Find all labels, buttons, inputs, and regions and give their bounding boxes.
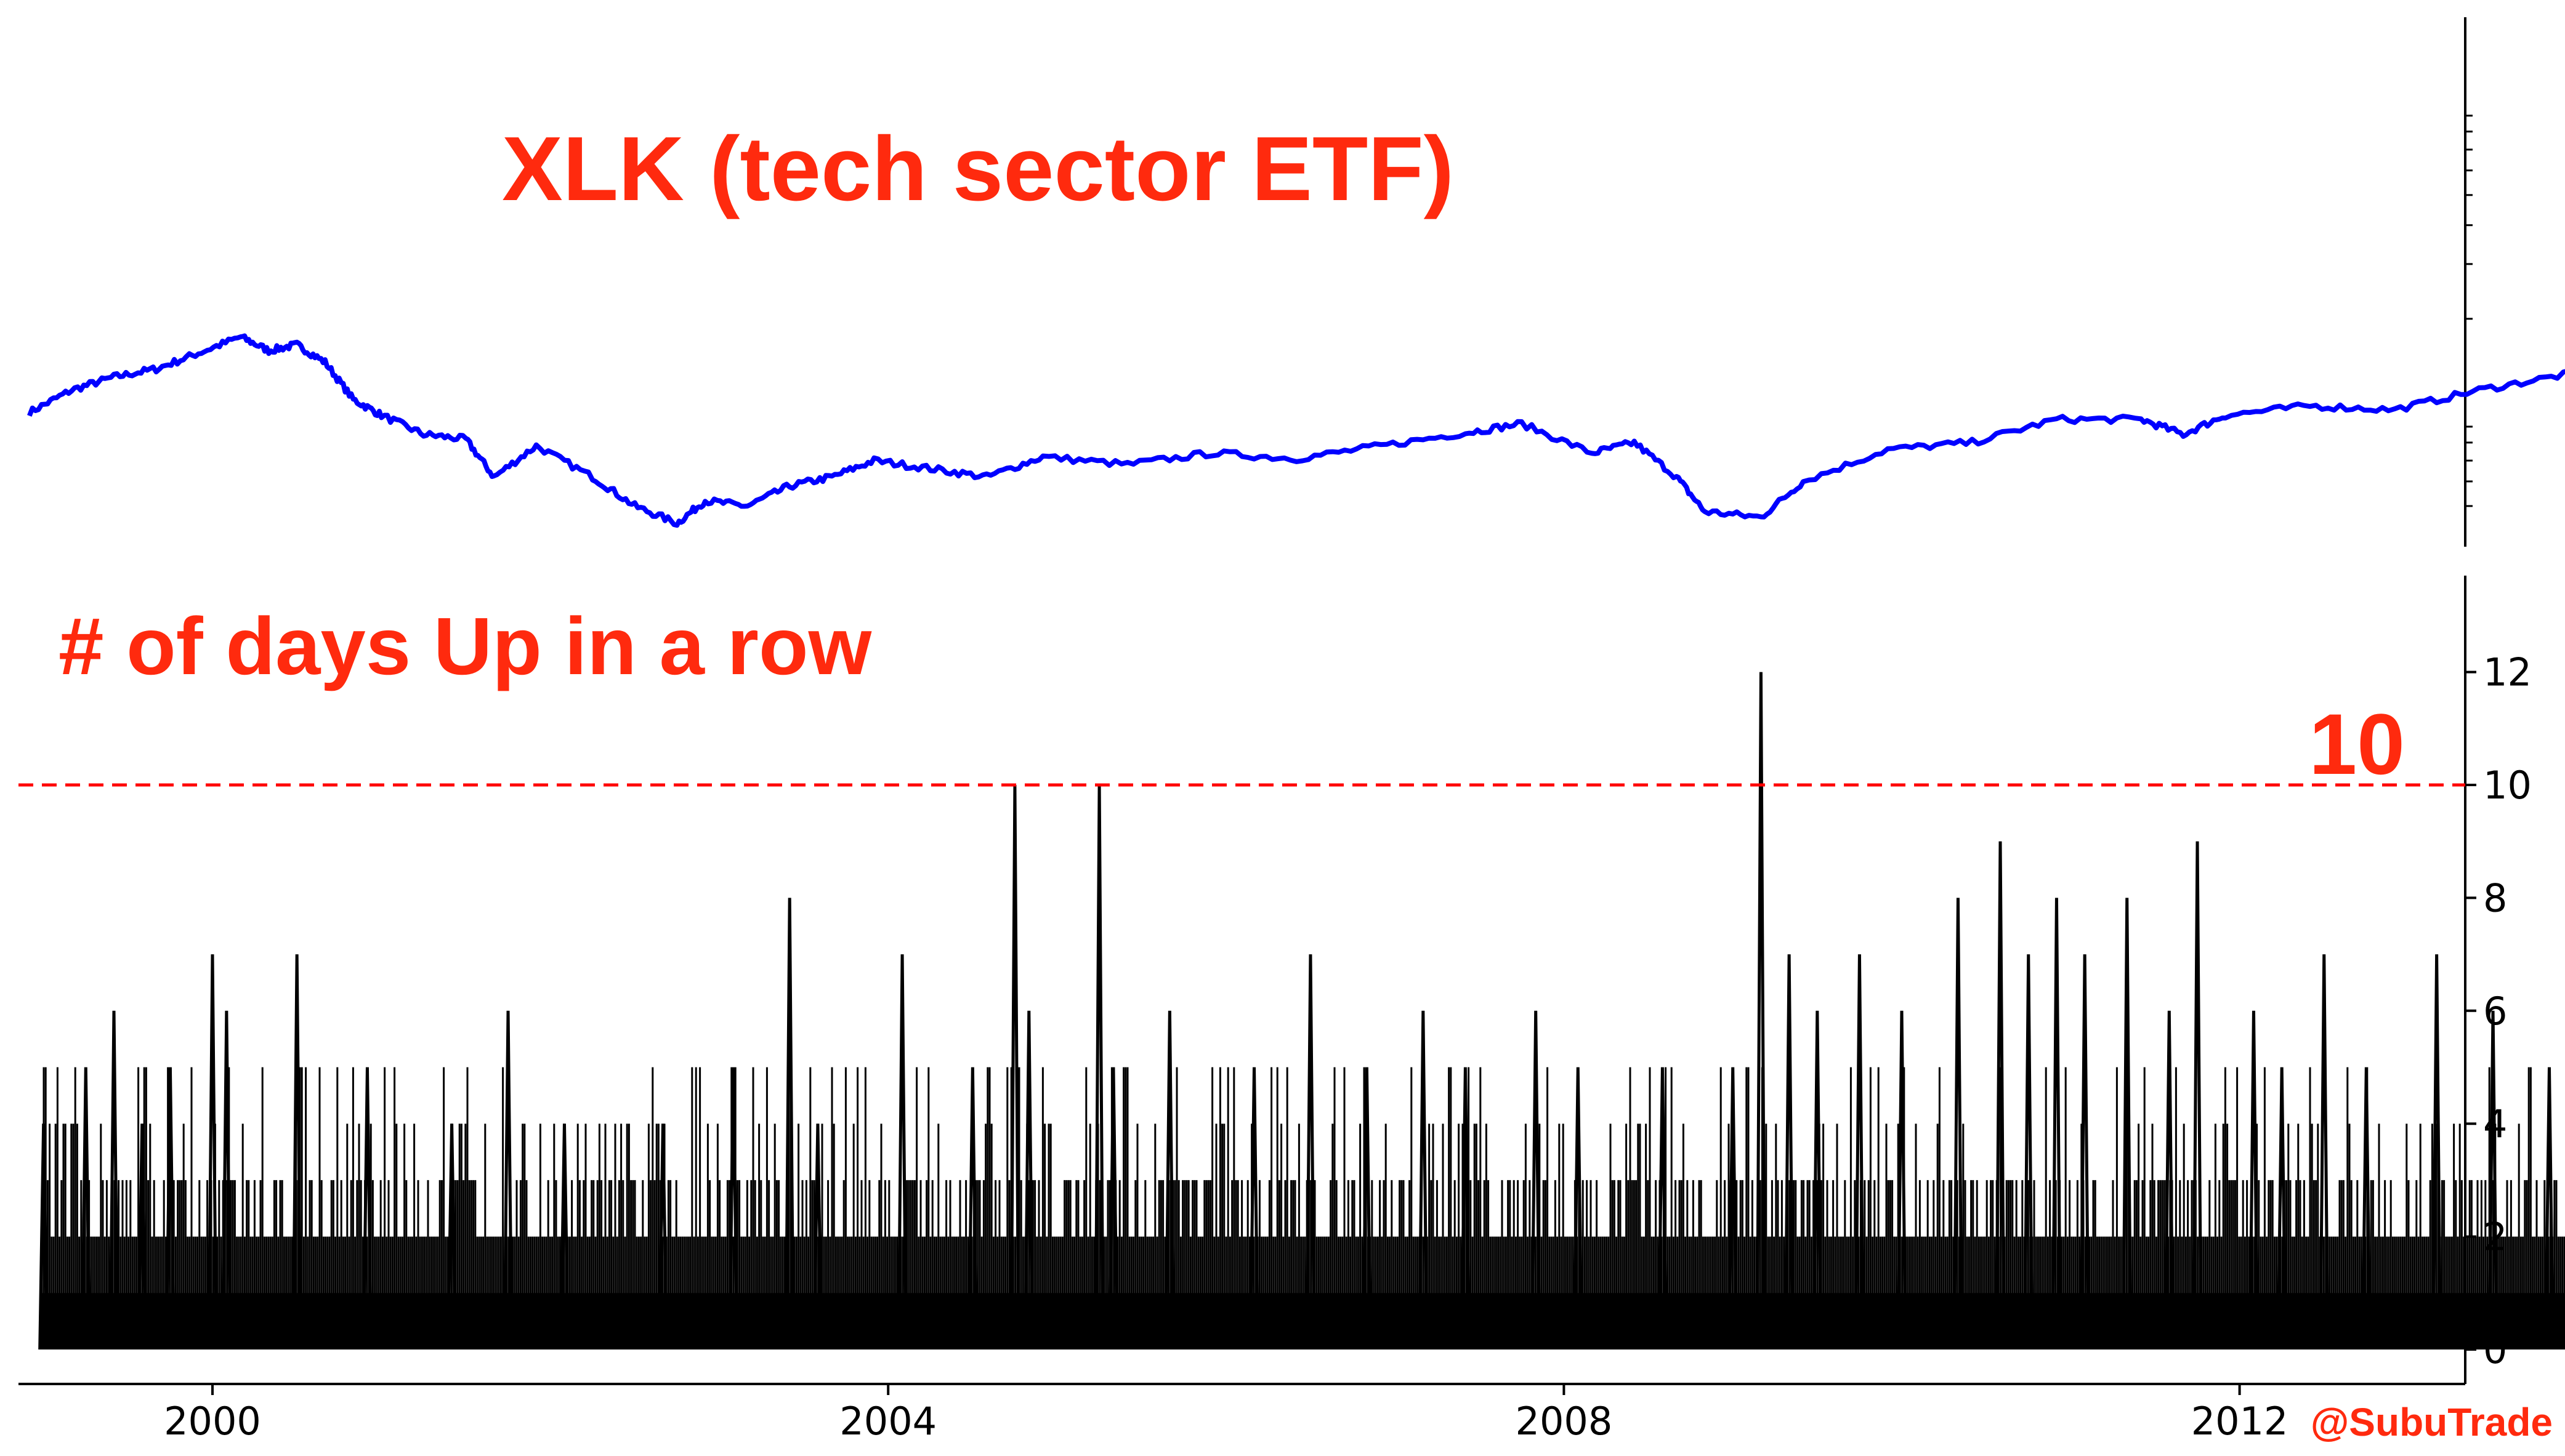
streak-spike <box>2051 898 2062 1350</box>
streak-spike <box>657 1124 668 1350</box>
streak-spike <box>784 898 795 1350</box>
x-tick-label: 2008 <box>1516 1399 1613 1444</box>
y-tick-label: 6 <box>2483 989 2507 1034</box>
streak-spike <box>1812 1010 1823 1350</box>
streak-spike <box>291 954 302 1350</box>
date-x-axis: 2000200420082012201620202024 <box>164 1384 2288 1444</box>
x-tick-label: 2000 <box>164 1399 261 1444</box>
streak-spike <box>967 1067 978 1350</box>
streak-spike <box>1727 1067 1739 1350</box>
streak-spike <box>2163 1010 2175 1350</box>
streak-spike <box>207 954 218 1350</box>
streak-spike <box>2543 1067 2555 1350</box>
streak-spike <box>221 1010 232 1350</box>
streak-spike <box>1418 1010 1429 1350</box>
streak-spike <box>2276 1067 2287 1350</box>
streak-chart-title: # of days Up in a row <box>59 601 872 691</box>
watermark-handle: @SubuTrade <box>2310 1400 2553 1444</box>
streak-spike <box>503 1010 514 1350</box>
top-log-minor-ticks <box>2465 115 2473 507</box>
streak-spike <box>1755 672 1766 1350</box>
streak-spike <box>2319 954 2330 1350</box>
streak-spike <box>1530 1010 1541 1350</box>
streak-spike <box>1896 1010 1907 1350</box>
streak-spike <box>1854 954 1865 1350</box>
streak-spike <box>559 1124 570 1350</box>
streak-spike <box>1995 841 2006 1350</box>
y-tick-label: 12 <box>2483 650 2532 695</box>
streak-spike <box>2361 1067 2372 1350</box>
streak-spike <box>2192 841 2203 1350</box>
streak-spike <box>446 1124 458 1350</box>
reference-label: 10 <box>2309 696 2405 792</box>
y-tick-label: 8 <box>2483 875 2507 920</box>
streak-spike <box>2487 1010 2498 1350</box>
streak-spike <box>1460 1067 1471 1350</box>
price-panel: XLK (tech sector ETF) <box>27 17 2565 547</box>
streak-spike <box>137 1124 148 1350</box>
x-tick-label: 2012 <box>2191 1399 2288 1444</box>
streak-spike <box>362 1067 373 1350</box>
streak-spike <box>1249 1067 1260 1350</box>
x-tick-label: 2004 <box>839 1399 937 1444</box>
streak-spike <box>2431 954 2442 1350</box>
streak-spike <box>38 1124 49 1350</box>
price-chart-title: XLK (tech sector ETF) <box>502 118 1454 220</box>
streak-spike <box>1108 1067 1119 1350</box>
price-series-line <box>27 333 2565 528</box>
streak-spike <box>2122 898 2133 1350</box>
streak-spike <box>1024 1010 1035 1350</box>
streak-spike <box>1572 1067 1583 1350</box>
streak-spike <box>812 1124 823 1350</box>
streak-spike <box>1305 954 1316 1350</box>
streak-spike <box>164 1067 176 1350</box>
streak-short-runs <box>41 1067 2565 1349</box>
streak-spike <box>1361 1067 1372 1350</box>
streak-spike <box>1657 1067 1668 1350</box>
streak-spike <box>897 954 908 1350</box>
streak-spike <box>1952 898 1963 1350</box>
streak-spike <box>728 1067 739 1350</box>
streak-spike <box>1783 954 1795 1350</box>
streak-spike <box>80 1067 91 1350</box>
streak-spike <box>108 1010 119 1350</box>
streak-spike <box>2079 954 2090 1350</box>
streak-spike <box>2023 954 2034 1350</box>
streak-spike <box>1164 1010 1175 1350</box>
y-tick-label: 10 <box>2483 763 2532 808</box>
streak-spike <box>2248 1010 2259 1350</box>
streak-spikes <box>38 672 2555 1350</box>
